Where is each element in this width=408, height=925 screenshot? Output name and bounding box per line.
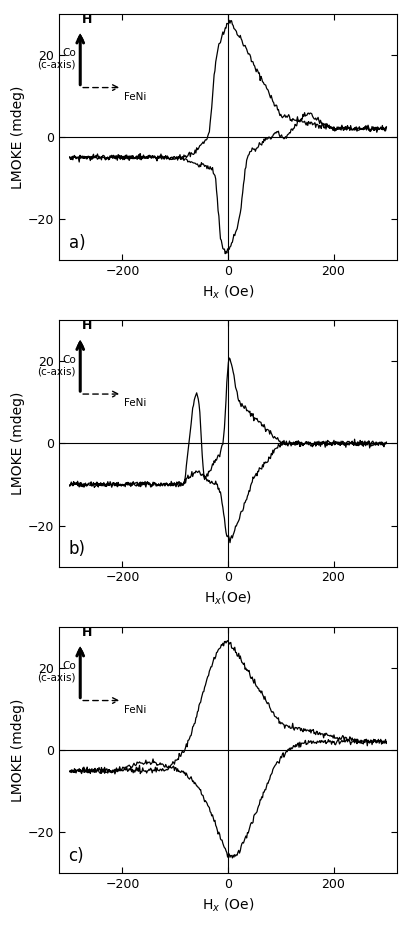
X-axis label: H$_x$ (Oe): H$_x$ (Oe) [202, 284, 254, 301]
Text: FeNi: FeNi [124, 705, 146, 715]
Y-axis label: LMOKE (mdeg): LMOKE (mdeg) [11, 391, 25, 495]
Text: FeNi: FeNi [124, 398, 146, 408]
Text: Co
(c-axis): Co (c-axis) [38, 354, 76, 376]
Y-axis label: LMOKE (mdeg): LMOKE (mdeg) [11, 698, 25, 802]
Text: Co
(c-axis): Co (c-axis) [38, 48, 76, 69]
X-axis label: H$_x$ (Oe): H$_x$ (Oe) [202, 896, 254, 914]
Text: c): c) [69, 847, 84, 865]
Y-axis label: LMOKE (mdeg): LMOKE (mdeg) [11, 85, 25, 189]
Text: a): a) [69, 234, 85, 252]
Text: H: H [82, 626, 93, 639]
Text: H: H [82, 13, 93, 26]
Text: H: H [82, 319, 93, 332]
Text: FeNi: FeNi [124, 92, 146, 102]
Text: Co
(c-axis): Co (c-axis) [38, 661, 76, 683]
Text: b): b) [69, 540, 86, 559]
X-axis label: H$_x$(Oe): H$_x$(Oe) [204, 590, 252, 608]
